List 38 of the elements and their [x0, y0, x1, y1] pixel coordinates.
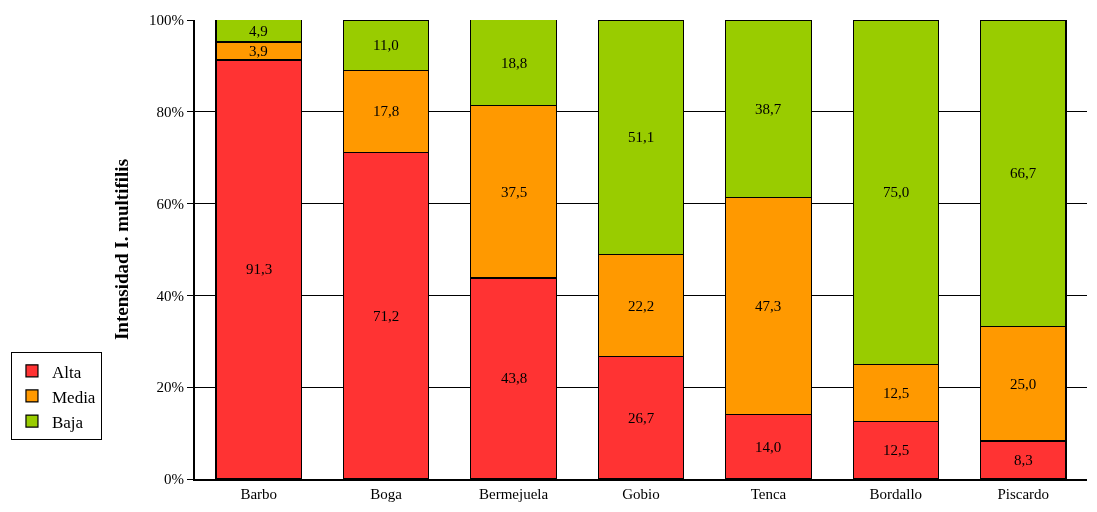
data-label: 91,3	[246, 261, 273, 277]
y-tick-label: 60%	[156, 195, 184, 212]
data-label: 37,5	[501, 184, 528, 200]
legend-label: Alta	[51, 362, 82, 382]
data-label: 66,7	[1010, 165, 1037, 181]
y-tick-label: 0%	[164, 471, 184, 488]
x-tick-label: Bermejuela	[479, 486, 549, 502]
y-tick-label: 100%	[149, 12, 184, 29]
data-label: 17,8	[373, 103, 400, 119]
data-label: 38,7	[755, 101, 782, 117]
data-label: 4,9	[249, 23, 268, 39]
data-label: 12,5	[883, 385, 910, 401]
data-label: 14,0	[755, 439, 782, 455]
data-label: 71,2	[373, 308, 400, 324]
x-tick-label: Bordallo	[869, 486, 923, 502]
data-label: 22,2	[628, 298, 655, 314]
data-label: 47,3	[755, 298, 782, 314]
data-label: 75,0	[883, 184, 910, 200]
data-label: 11,0	[373, 37, 399, 53]
legend-label: Media	[51, 387, 96, 407]
x-tick-label: Gobio	[622, 486, 660, 502]
data-label: 25,0	[1010, 376, 1037, 392]
x-tick-label: Barbo	[240, 486, 278, 502]
data-label: 18,8	[501, 55, 528, 71]
y-axis-title: Intensidad I. multifilis	[111, 158, 133, 341]
x-tick-label: Piscardo	[997, 486, 1050, 502]
data-label: 8,3	[1014, 452, 1033, 468]
y-tick-label: 20%	[156, 379, 184, 396]
data-label: 26,7	[628, 410, 655, 426]
data-label: 12,5	[883, 442, 910, 458]
y-tick-label: 40%	[156, 287, 184, 304]
legend-label: Baja	[51, 412, 84, 432]
x-tick-label: Tenca	[750, 486, 787, 502]
data-label: 3,9	[249, 43, 268, 59]
data-label: 51,1	[628, 129, 655, 145]
y-tick-label: 80%	[156, 104, 184, 121]
data-label: 43,8	[501, 370, 528, 386]
x-tick-label: Boga	[370, 486, 403, 502]
